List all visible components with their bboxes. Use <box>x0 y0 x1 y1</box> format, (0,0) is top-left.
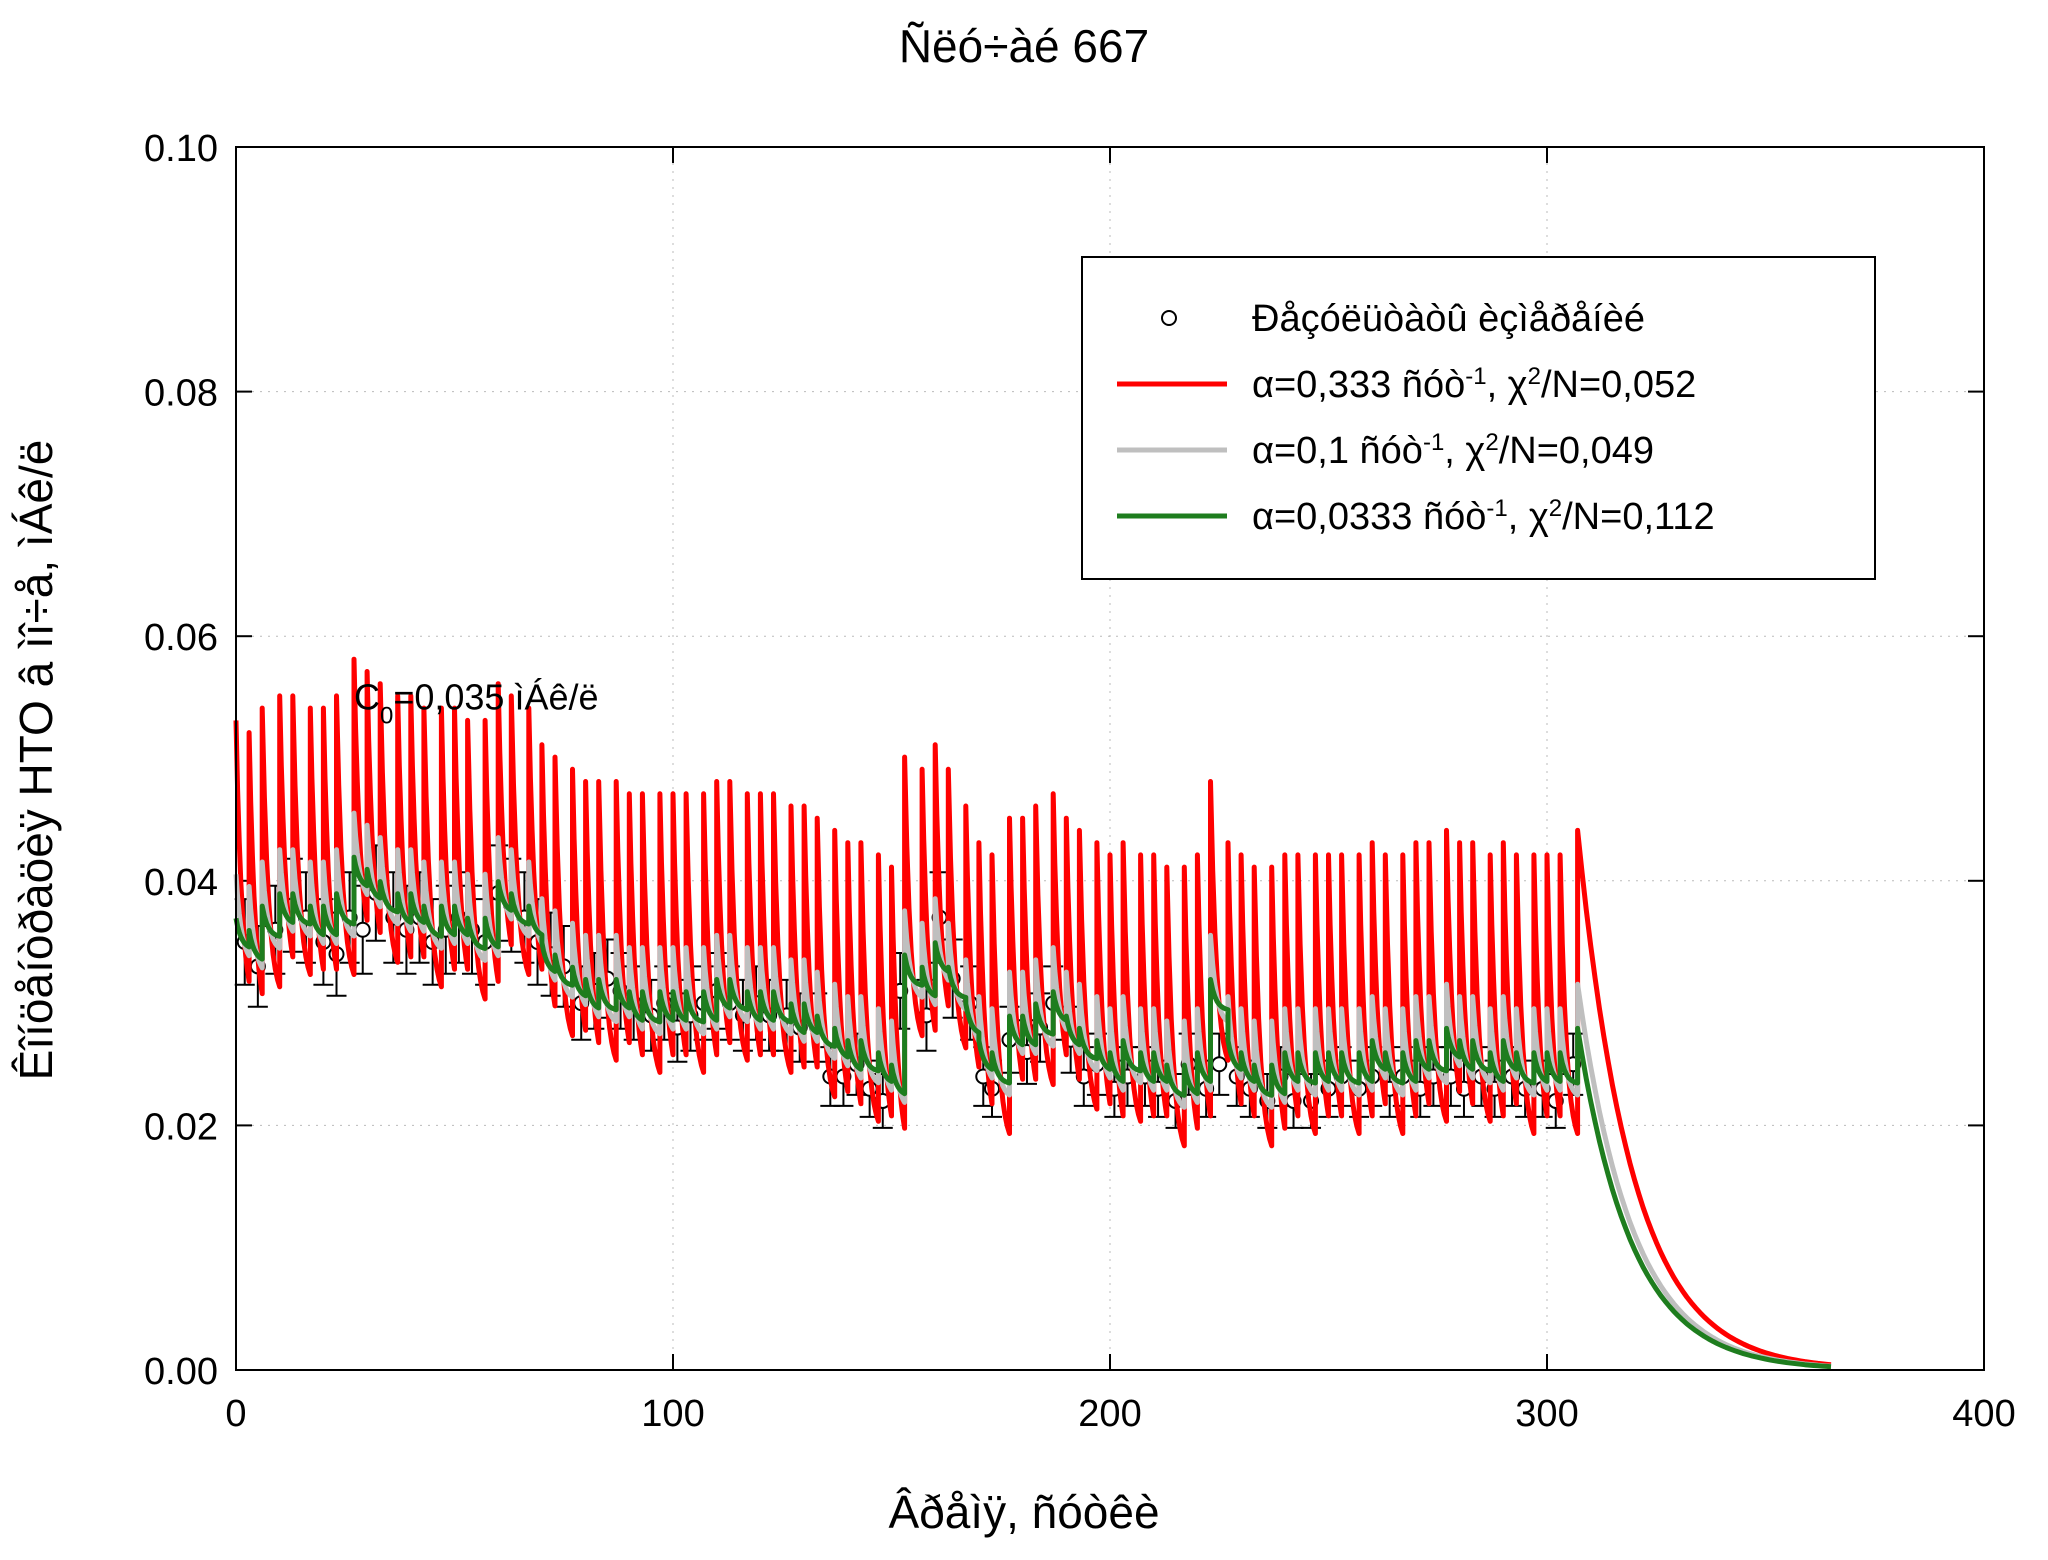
tick-labels: 0.00 0.02 0.04 0.06 0.08 0.10 0 100 200 300 400 <box>144 128 2016 1435</box>
y-tick-label: 0.06 <box>144 617 218 659</box>
annotation-subscript: 0 <box>380 702 393 729</box>
y-tick-label: 0.04 <box>144 862 218 904</box>
observation-point <box>354 921 371 938</box>
annotation-base: C <box>354 677 380 718</box>
legend-label-1: α=0,333 ñóò-1, χ2/N=0,052 <box>1252 363 1696 407</box>
annotation-c0: C0=0,035 ìÁê/ë <box>354 677 599 730</box>
y-tick-label: 0.08 <box>144 373 218 415</box>
observation-point <box>1211 1056 1228 1073</box>
legend-series: α=0,333 ñóò-1, χ2/N=0,052 α=0,1 ñóò-1, χ2… <box>1117 363 1715 539</box>
y-tick-label: 0.10 <box>144 128 218 170</box>
x-axis-label: Âðåìÿ, ñóòêè <box>888 1486 1159 1538</box>
annotation-text: =0,035 ìÁê/ë <box>393 677 598 718</box>
y-tick-label: 0.00 <box>144 1351 218 1393</box>
x-tick-label: 100 <box>641 1393 704 1435</box>
x-tick-label: 300 <box>1515 1393 1578 1435</box>
legend-label-2: α=0,1 ñóò-1, χ2/N=0,049 <box>1252 429 1654 473</box>
y-tick-label: 0.02 <box>144 1106 218 1148</box>
x-tick-label: 0 <box>225 1393 246 1435</box>
legend-marker-observations <box>1161 310 1177 326</box>
legend-box <box>1081 256 1876 580</box>
y-axis-label: Êîíöåíòðàöèÿ HTO â ìî÷å, ìÁê/ë <box>10 440 62 1081</box>
x-tick-label: 400 <box>1952 1393 2015 1435</box>
legend-label-observations: Ðåçóëüòàòû èçìåðåíèé <box>1252 298 1645 340</box>
chart-title: Ñëó÷àé 667 <box>899 20 1149 72</box>
series-lines <box>233 656 1832 1370</box>
plot-frame <box>235 146 1985 1371</box>
series-line-3 <box>233 854 1832 1370</box>
plot-area <box>233 656 1832 1370</box>
legend-label-3: α=0,0333 ñóò-1, χ2/N=0,112 <box>1252 495 1715 539</box>
x-tick-label: 200 <box>1078 1393 1141 1435</box>
legend: Ðåçóëüòàòû èçìåðåíèé α=0,333 ñóò-1, χ2/N… <box>1081 256 1876 580</box>
